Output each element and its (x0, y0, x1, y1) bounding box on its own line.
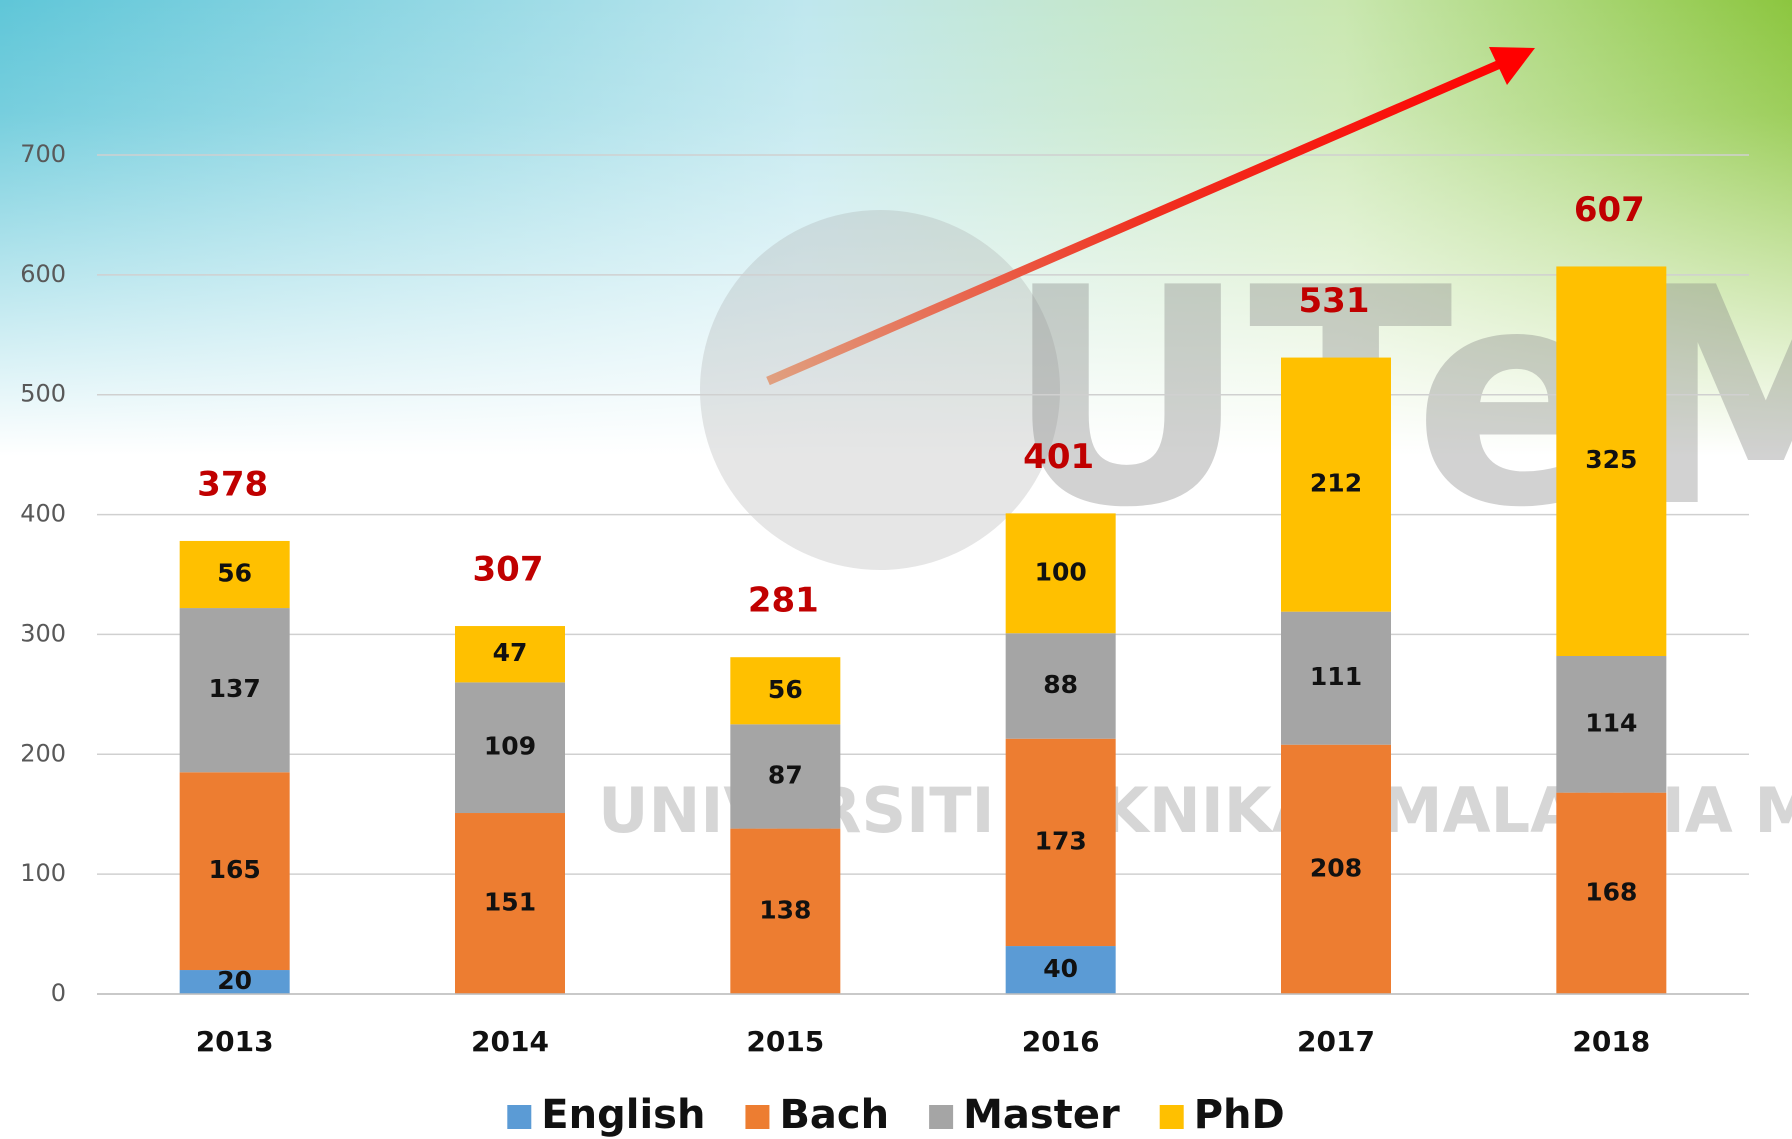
y-tick-label: 0 (51, 979, 66, 1007)
x-tick-label: 2018 (1572, 1025, 1650, 1058)
x-tick-label: 2014 (471, 1025, 549, 1058)
total-label: 607 (1574, 190, 1645, 230)
legend-swatch (929, 1105, 953, 1129)
value-label: 173 (1035, 826, 1087, 855)
legend-label: Bach (779, 1092, 889, 1138)
value-label: 56 (217, 559, 252, 588)
value-label: 88 (1043, 670, 1078, 699)
y-tick-label: 100 (20, 859, 66, 887)
page: UTeM UNIVERSITI TEKNIKAL MALAYSIA MELAKA… (0, 0, 1792, 1139)
total-label: 531 (1299, 281, 1370, 321)
value-label: 165 (209, 855, 261, 884)
legend-swatch (507, 1105, 531, 1129)
value-label: 114 (1585, 708, 1637, 737)
x-tick-label: 2016 (1022, 1025, 1100, 1058)
value-label: 100 (1035, 557, 1087, 586)
y-tick-label: 600 (20, 260, 66, 288)
value-label: 109 (484, 732, 536, 761)
value-label: 111 (1310, 662, 1362, 691)
value-label: 325 (1585, 445, 1637, 474)
total-label: 307 (473, 550, 544, 590)
value-label: 212 (1310, 469, 1362, 498)
y-tick-label: 300 (20, 619, 66, 647)
legend-swatch (1160, 1105, 1184, 1129)
value-label: 208 (1310, 853, 1362, 882)
x-tick-label: 2015 (746, 1025, 824, 1058)
value-label: 20 (217, 966, 252, 995)
value-label: 40 (1043, 954, 1078, 983)
value-label: 138 (759, 895, 811, 924)
legend-label: English (541, 1092, 705, 1138)
total-label: 281 (748, 581, 819, 621)
legend-swatch (745, 1105, 769, 1129)
total-label: 401 (1023, 437, 1094, 477)
y-tick-label: 400 (20, 500, 66, 528)
total-label: 378 (197, 464, 268, 504)
chart: UTeM UNIVERSITI TEKNIKAL MALAYSIA MELAKA… (0, 0, 1792, 1139)
x-tick-label: 2017 (1297, 1025, 1375, 1058)
watermark-logo: UTeM (1005, 224, 1792, 573)
value-label: 137 (209, 674, 261, 703)
legend-label: PhD (1194, 1092, 1285, 1138)
value-label: 168 (1585, 877, 1637, 906)
legend-label: Master (963, 1092, 1120, 1138)
y-tick-label: 700 (20, 140, 66, 168)
y-tick-label: 500 (20, 380, 66, 408)
value-label: 47 (493, 638, 528, 667)
x-tick-label: 2013 (196, 1025, 274, 1058)
value-label: 151 (484, 888, 536, 917)
value-label: 56 (768, 675, 803, 704)
value-label: 87 (768, 760, 803, 789)
y-tick-label: 200 (20, 739, 66, 767)
